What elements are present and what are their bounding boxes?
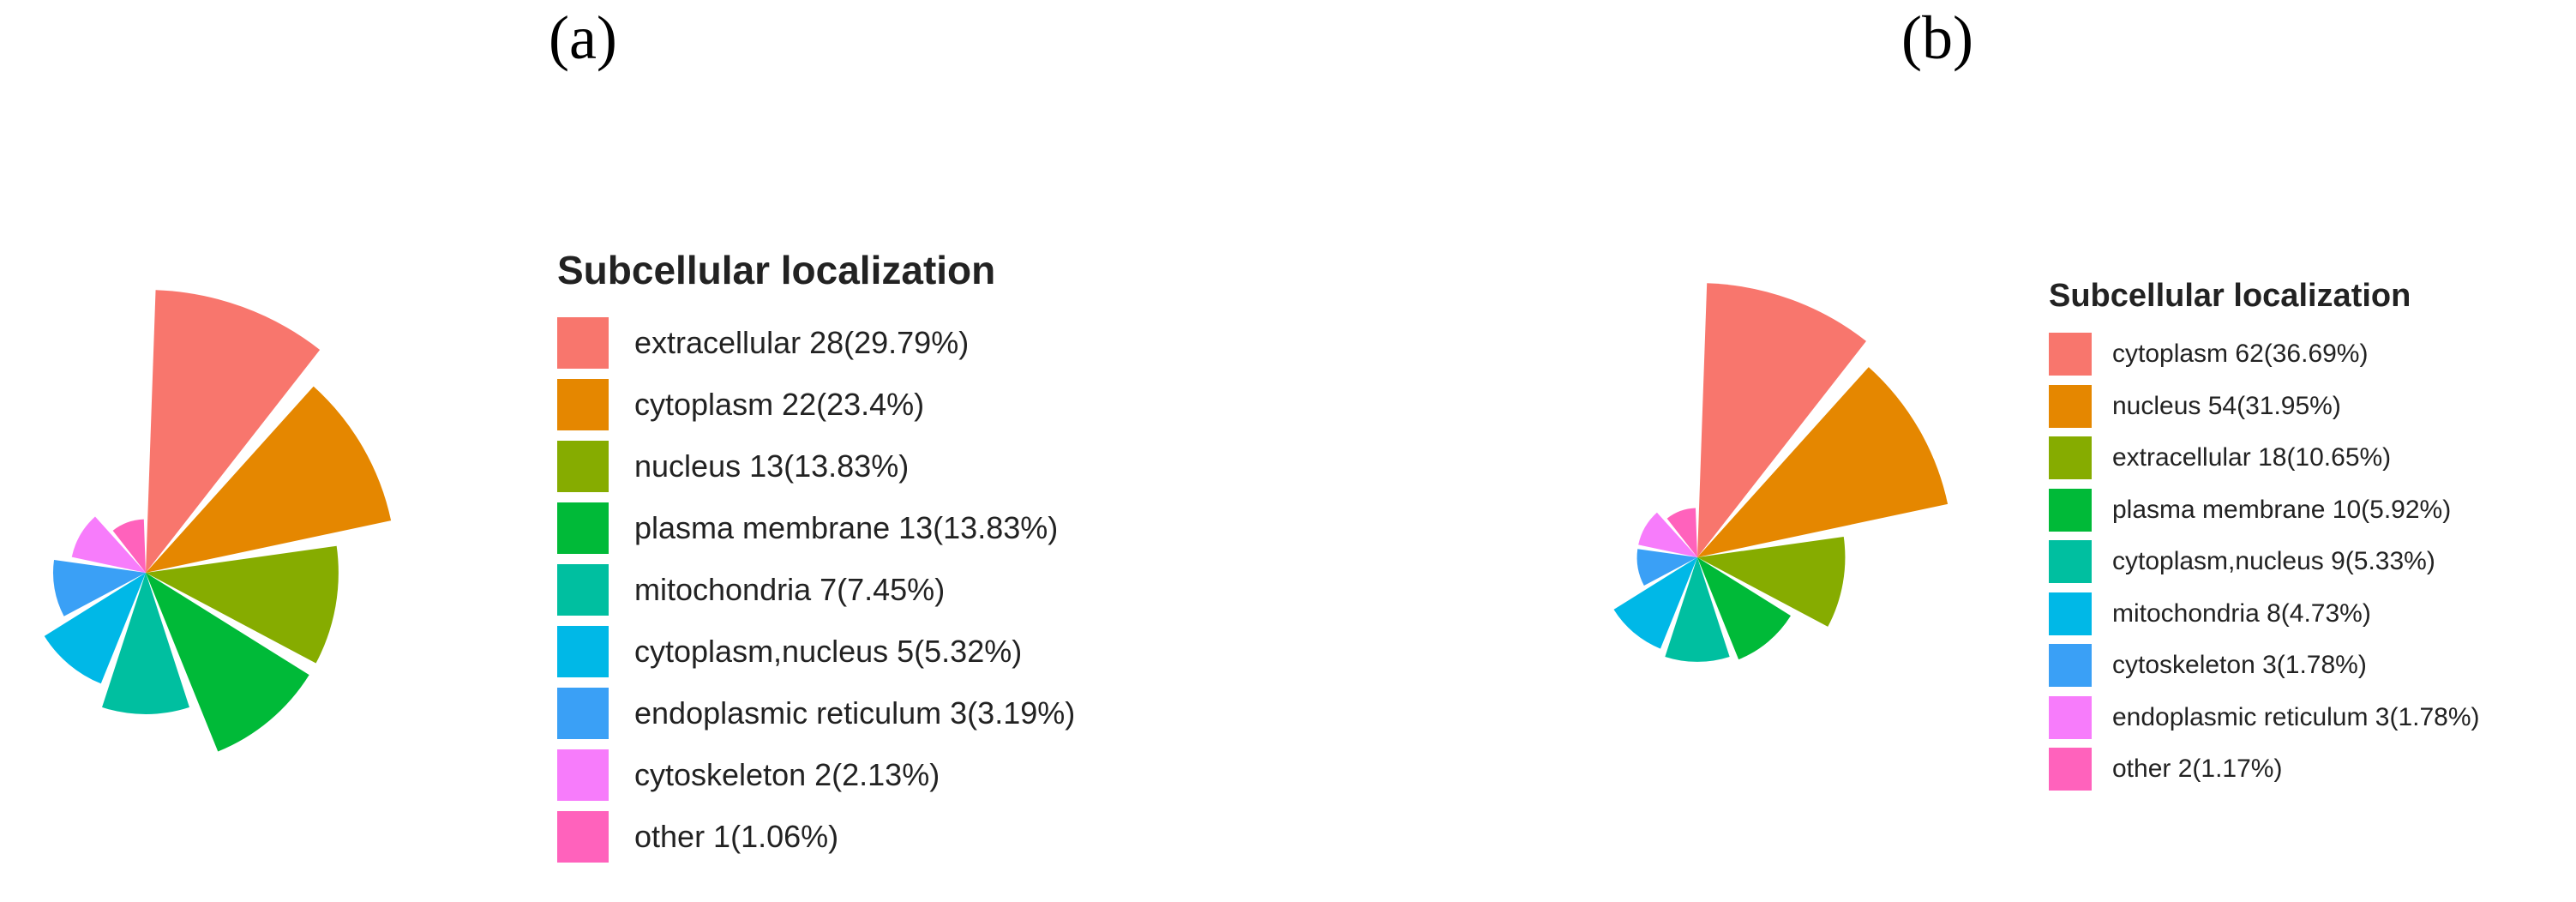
legend-a: Subcellular localization extracellular 2…: [557, 247, 1075, 868]
legend-label: mitochondria 8(4.73%): [2112, 598, 2371, 628]
wedge-cytoplasm: [1697, 283, 1866, 557]
legend-item: nucleus 54(31.95%): [2049, 381, 2480, 433]
legend-swatch: [2049, 644, 2092, 688]
legend-swatch: [557, 688, 609, 739]
legend-item: plasma membrane 13(13.83%): [557, 497, 1075, 559]
legend-item: mitochondria 8(4.73%): [2049, 588, 2480, 640]
wedge-plasma-membrane: [146, 573, 309, 752]
legend-label: other 1(1.06%): [634, 819, 839, 854]
wedge-nucleus: [146, 545, 339, 664]
wedge-cytoskeleton: [71, 516, 146, 573]
legend-label: plasma membrane 10(5.92%): [2112, 495, 2452, 524]
legend-label: cytoskeleton 3(1.78%): [2112, 651, 2367, 680]
legend-swatch: [557, 317, 609, 369]
legend-swatch: [557, 749, 609, 801]
legend-label: cytoplasm 22(23.4%): [634, 387, 925, 422]
legend-item: cytoplasm 22(23.4%): [557, 374, 1075, 436]
legend-item: cytoplasm,nucleus 5(5.32%): [557, 621, 1075, 683]
legend-label: extracellular 28(29.79%): [634, 325, 970, 360]
legend-swatch: [2049, 540, 2092, 584]
panel-b-label: (b): [1901, 3, 1973, 72]
wedge-nucleus: [1697, 367, 1949, 557]
legend-item: plasma membrane 10(5.92%): [2049, 484, 2480, 537]
legend-item: endoplasmic reticulum 3(1.78%): [2049, 692, 2480, 744]
legend-label: nucleus 13(13.83%): [634, 448, 910, 484]
legend-swatch: [2049, 592, 2092, 635]
legend-label: mitochondria 7(7.45%): [634, 572, 946, 607]
wedge-other: [1666, 508, 1697, 557]
legend-label: cytoskeleton 2(2.13%): [634, 757, 940, 792]
wedge-cytoskeleton: [1636, 549, 1697, 586]
legend-label: cytoplasm,nucleus 9(5.33%): [2112, 547, 2435, 576]
wedge-endoplasmic-reticulum: [52, 559, 146, 616]
legend-item: endoplasmic reticulum 3(3.19%): [557, 683, 1075, 744]
wedge-plasma-membrane: [1697, 557, 1791, 660]
legend-swatch: [557, 626, 609, 677]
wedge-mitochondria: [102, 573, 189, 714]
legend-item: extracellular 18(10.65%): [2049, 432, 2480, 484]
rose-chart-b: [1613, 283, 1949, 662]
wedge-mitochondria: [1613, 557, 1697, 649]
legend-label: cytoplasm,nucleus 5(5.32%): [634, 634, 1023, 669]
wedge-cytoplasm-nucleus: [1665, 557, 1730, 662]
legend-swatch: [557, 441, 609, 492]
legend-item: cytoplasm 62(36.69%): [2049, 328, 2480, 381]
legend-items: extracellular 28(29.79%) cytoplasm 22(23.…: [557, 312, 1075, 868]
legend-item: other 2(1.17%): [2049, 743, 2480, 796]
legend-label: other 2(1.17%): [2112, 755, 2283, 784]
legend-item: other 1(1.06%): [557, 806, 1075, 868]
rose-chart-a: [44, 290, 392, 752]
legend-label: extracellular 18(10.65%): [2112, 443, 2392, 472]
wedge-other: [112, 519, 146, 573]
legend-item: nucleus 13(13.83%): [557, 436, 1075, 497]
legend-swatch: [2049, 333, 2092, 376]
legend-item: cytoskeleton 2(2.13%): [557, 744, 1075, 806]
wedge-endoplasmic-reticulum: [1638, 512, 1697, 557]
legend-swatch: [2049, 748, 2092, 791]
legend-swatch: [557, 811, 609, 863]
legend-swatch: [2049, 436, 2092, 480]
legend-swatch: [2049, 695, 2092, 739]
legend-item: extracellular 28(29.79%): [557, 312, 1075, 374]
panel-a-label: (a): [549, 3, 617, 72]
wedge-cytoplasm-nucleus: [44, 573, 146, 684]
legend-label: endoplasmic reticulum 3(1.78%): [2112, 702, 2480, 731]
legend-swatch: [2049, 488, 2092, 532]
legend-item: cytoplasm,nucleus 9(5.33%): [2049, 536, 2480, 588]
legend-swatch: [557, 379, 609, 430]
legend-label: plasma membrane 13(13.83%): [634, 510, 1059, 545]
legend-b: Subcellular localization cytoplasm 62(36…: [2049, 278, 2480, 796]
legend-label: cytoplasm 62(36.69%): [2112, 340, 2369, 369]
legend-item: cytoskeleton 3(1.78%): [2049, 640, 2480, 692]
legend-swatch: [557, 502, 609, 554]
wedge-extracellular: [1697, 537, 1846, 627]
wedge-cytoplasm: [146, 386, 392, 573]
wedge-extracellular: [146, 290, 321, 573]
legend-swatch: [2049, 384, 2092, 428]
legend-label: nucleus 54(31.95%): [2112, 391, 2341, 420]
legend-swatch: [557, 564, 609, 616]
legend-items: cytoplasm 62(36.69%) nucleus 54(31.95%) ex…: [2049, 328, 2480, 796]
legend-title: Subcellular localization: [557, 248, 996, 292]
legend-title: Subcellular localization: [2049, 278, 2411, 314]
legend-item: mitochondria 7(7.45%): [557, 559, 1075, 621]
legend-label: endoplasmic reticulum 3(3.19%): [634, 695, 1076, 731]
